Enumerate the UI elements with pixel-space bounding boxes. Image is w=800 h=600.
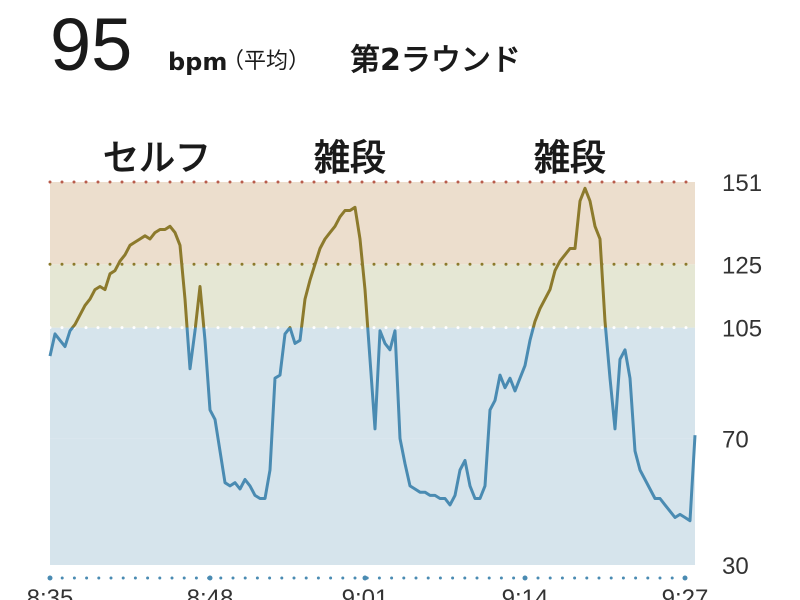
x-tick-label: 8:48	[187, 585, 234, 600]
y-tick-label: 70	[722, 426, 749, 453]
y-tick-label: 151	[722, 170, 762, 197]
avg-value: 95	[50, 3, 132, 86]
y-tick-label: 30	[722, 553, 749, 580]
y-tick-label: 105	[722, 316, 762, 343]
x-tick	[362, 575, 368, 581]
zone-band	[50, 182, 695, 265]
phase-annotation: セルフ	[103, 138, 211, 179]
x-tick	[207, 575, 213, 581]
x-tick-label: 9:14	[502, 585, 549, 600]
x-tick	[682, 575, 688, 581]
x-tick	[522, 575, 528, 581]
x-tick-label: 8:35	[27, 585, 74, 600]
avg-note: （平均）	[222, 49, 310, 74]
x-tick-label: 9:01	[342, 585, 389, 600]
round-title: 第2ラウンド	[350, 43, 521, 78]
zone-band	[50, 438, 695, 565]
y-tick-label: 125	[722, 252, 762, 279]
phase-annotation: 雑段	[533, 138, 606, 179]
x-tick-label: 9:27	[662, 585, 709, 600]
unit: bpm	[168, 48, 227, 76]
x-tick	[47, 575, 53, 581]
heart-rate-line	[48, 186, 697, 523]
phase-annotation: 雑段	[313, 138, 386, 179]
zone-band	[50, 264, 695, 328]
